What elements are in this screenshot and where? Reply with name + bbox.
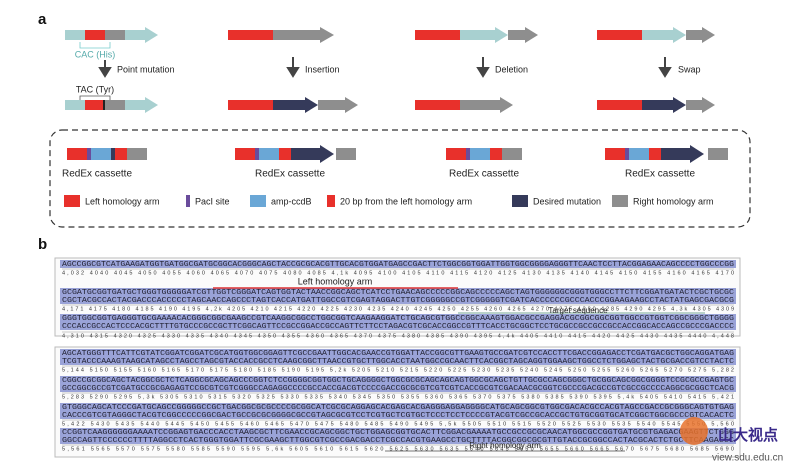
complement-sequence: GCCGGCGCCGTCGATGCCGCGAGAGTCCGCGTCGTCGGGC… [62, 385, 734, 393]
sequence-highlight [60, 357, 736, 365]
legend-label: Left homology arm [85, 196, 160, 206]
sequence-highlight [60, 376, 736, 384]
sequence-highlight [60, 314, 736, 322]
sequence-highlight [60, 411, 736, 419]
codon-after: TAC (Tyr) [76, 84, 114, 94]
point-mutation-diagram [65, 27, 158, 113]
sequence-highlight [60, 322, 736, 330]
operation-label: Point mutation [117, 64, 175, 74]
legend-label: Desired mutation [533, 196, 601, 206]
annotation: Right homology arm [469, 441, 541, 450]
ruler: 4,171 4175 4180 4185 4190 4195 4,2k 4205… [62, 306, 734, 312]
complement-sequence: CCCACCGCCACTCCCACGCTTTTGTGCCCGCCGCTTCGGC… [62, 323, 734, 331]
cassette-label: RedEx cassette [255, 169, 325, 180]
watermark-url: view.sdu.edu.cn [712, 453, 783, 464]
sequence-highlight [60, 403, 736, 411]
legend-label: amp-ccdB [271, 196, 312, 206]
swap-diagram [597, 27, 715, 113]
ruler: 4,310 4315 4320 4325 4330 4335 4340 4345… [62, 333, 734, 339]
ruler: 5,283 5290 5295 5,3k 5305 5310 5315 5320… [62, 394, 734, 400]
operation-label: Swap [678, 64, 701, 74]
complement-sequence: CACCCGTCGTAGGGCTACGTCGGCCCCCGGCGACTGCCGC… [62, 412, 734, 420]
panel-label: b [38, 236, 47, 253]
sequence-highlight [60, 296, 736, 304]
panel-label: a [38, 11, 47, 28]
sequence: AGCATGGGTTTCATTCGTATCGGATCGGATCGCATGGTGG… [62, 350, 734, 358]
sequence: AGCCGGCGTCATGAAGATGGTGATGGCGATGCGGCACGGG… [62, 261, 734, 269]
legend-label: 20 bp from the left homology arm [340, 196, 472, 206]
sequence: CGGCCGCGGCAGCTACGGCGCTCTCAGGCGCAGCAGCCCG… [62, 377, 734, 385]
sequence-highlight [60, 384, 736, 392]
sequence: GGGTGGCGGTGAGGGTGCGAAAACACGGGCGGCGAAGCCG… [62, 315, 734, 323]
deletion-diagram [415, 27, 538, 113]
cassette-label: RedEx cassette [62, 169, 132, 180]
operation-label: Insertion [305, 64, 340, 74]
complement-sequence: GGCCAGTTCCCCCCTTTTAGGCCTCACTGGGTGGATTCGC… [62, 437, 734, 445]
legend [64, 195, 628, 207]
watermark-title: 山大视点 [718, 426, 778, 444]
complement-sequence: CGCTACGCCACTACGACCCACCCCCTAGCAACCAGCCCTA… [62, 297, 734, 305]
sequence: GCGATGCGGTGATGCTGGGTGGGGGATCGTTGGTCGGGAT… [62, 289, 734, 297]
annotation: Left homology arm [298, 276, 373, 286]
annotation: Target sequence [548, 306, 608, 315]
sequence-highlight [60, 288, 736, 296]
sequence-layer: AGCCGGCGTCATGAAGATGGTGATGGCGATGCGGCACGGG… [60, 260, 736, 452]
sequence-highlight [60, 260, 736, 268]
ruler: 4,032 4040 4045 4050 4055 4060 4065 4070… [62, 270, 734, 276]
cassette-label: RedEx cassette [625, 169, 695, 180]
sequence-highlight [60, 428, 736, 436]
operation-label: Deletion [495, 64, 528, 74]
sequence: GTGGGCAGCATCCCGATGCAGCCGGGGGCCGCTGACGGCG… [62, 404, 734, 412]
legend-label: Right homology arm [633, 196, 714, 206]
codon-before: CAC (His) [75, 49, 116, 59]
watermark-logo [680, 417, 708, 445]
complement-sequence: TCGTACCCAAAGTAAGCATAGCCTAGCCTAGCGTACCACC… [62, 358, 734, 366]
sequence-highlight [60, 436, 736, 444]
sequence: CCGGTCAAGGGGGGAAAATCCGGAGTGACCCACCTAAGCG… [62, 429, 734, 437]
legend-label: PacI site [195, 196, 230, 206]
sequence-highlight [60, 349, 736, 357]
cassette-box [49, 129, 751, 228]
cassette-label: RedEx cassette [449, 169, 519, 180]
insertion-diagram [228, 27, 358, 113]
cassettes [67, 145, 728, 163]
